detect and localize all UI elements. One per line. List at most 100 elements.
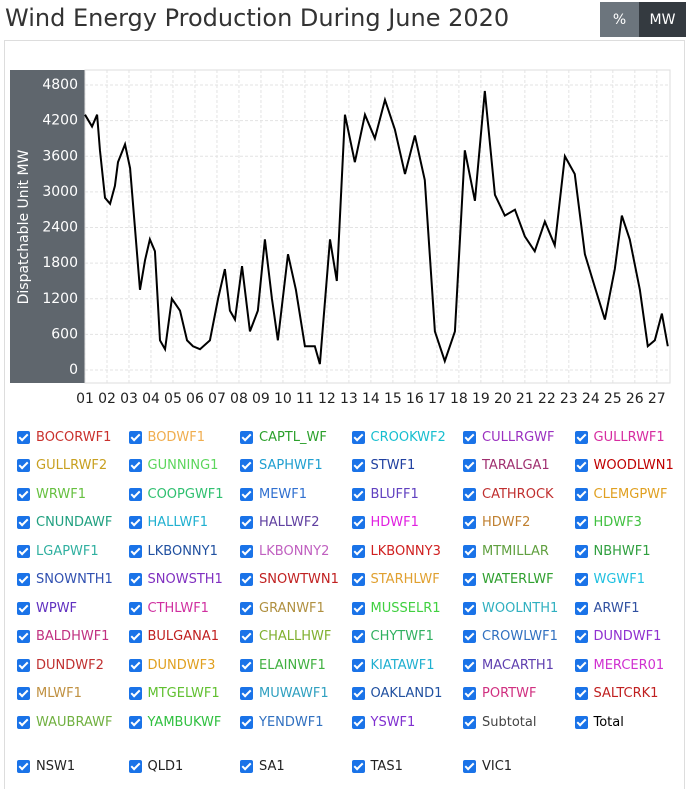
checkbox-item[interactable]: MEWF1 [240,485,307,503]
checkbox-item[interactable]: CROOKWF2 [351,428,446,446]
checkbox-item[interactable]: MLWF1 [17,685,82,703]
checkbox-item[interactable]: YAMBUKWF [128,713,221,731]
checkbox-item[interactable]: BALDHWF1 [17,628,109,646]
checkbox-item[interactable]: LGAPWF1 [17,542,99,560]
checkbox[interactable] [17,573,30,586]
checkbox[interactable] [17,687,30,700]
checkbox-item[interactable]: CROWLWF1 [463,628,558,646]
checkbox-item[interactable]: BOCORWF1 [17,428,111,446]
checkbox-item[interactable]: STARHLWF [351,571,440,589]
checkbox[interactable] [240,516,253,529]
checkbox-item[interactable]: SNOWNTH1 [17,571,113,589]
checkbox-item[interactable]: CLEMGPWF [574,485,668,503]
checkbox[interactable] [351,573,365,586]
checkbox-item[interactable]: CAPTL_WF [240,428,327,446]
checkbox[interactable] [574,459,588,472]
toggle-button[interactable]: MW [639,2,686,37]
checkbox-item[interactable]: NSW1 [17,757,75,775]
checkbox-item[interactable]: MUSSELR1 [351,599,441,617]
checkbox[interactable] [17,516,30,529]
checkbox-item[interactable]: HALLWF1 [128,514,208,532]
checkbox[interactable] [463,459,476,472]
checkbox[interactable] [574,544,588,558]
checkbox[interactable] [128,544,142,558]
checkbox[interactable] [240,487,253,501]
checkbox-item[interactable]: MTGELWF1 [128,685,220,703]
checkbox-item[interactable]: GULLRWF2 [17,457,107,475]
checkbox[interactable] [463,430,476,444]
checkbox[interactable] [463,487,476,501]
checkbox-item[interactable]: CTHLWF1 [128,599,209,617]
checkbox-item[interactable]: LKBONNY1 [128,542,218,560]
checkbox-item[interactable]: CHYTWF1 [351,628,434,646]
checkbox[interactable] [574,516,588,529]
checkbox-item[interactable]: SAPHWF1 [240,457,323,475]
checkbox[interactable] [574,658,588,672]
checkbox-item[interactable]: SNOWTWN1 [240,571,339,589]
checkbox-item[interactable]: MERCER01 [574,656,664,674]
checkbox[interactable] [17,658,30,672]
checkbox-item[interactable]: VIC1 [463,757,512,775]
checkbox-item[interactable]: CULLRGWF [463,428,555,446]
checkbox[interactable] [351,601,365,615]
checkbox-item[interactable]: TAS1 [351,757,403,775]
checkbox-item[interactable]: KIATAWF1 [351,656,434,674]
checkbox-item[interactable]: GUNNING1 [128,457,218,475]
checkbox[interactable] [351,516,365,529]
checkbox-item[interactable]: QLD1 [128,757,183,775]
checkbox-item[interactable]: SA1 [240,757,285,775]
checkbox[interactable] [574,573,588,586]
checkbox-item[interactable]: CNUNDAWF [17,514,112,532]
checkbox-item[interactable]: WOODLWN1 [574,457,674,475]
checkbox-item[interactable]: STWF1 [351,457,415,475]
checkbox[interactable] [463,658,476,672]
checkbox-item[interactable]: CATHROCK [463,485,554,503]
checkbox[interactable] [128,715,142,729]
checkbox-item[interactable]: HDWF3 [574,514,642,532]
checkbox-item[interactable]: MUWAWF1 [240,685,329,703]
checkbox-item[interactable]: WRWF1 [17,485,86,503]
checkbox-item[interactable]: LKBONNY2 [240,542,329,560]
checkbox-item[interactable]: HDWF2 [463,514,530,532]
checkbox[interactable] [128,573,142,586]
checkbox[interactable] [17,487,30,501]
checkbox-item[interactable]: NBHWF1 [574,542,651,560]
checkbox-item[interactable]: OAKLAND1 [351,685,442,703]
checkbox[interactable] [128,687,142,700]
checkbox-item[interactable]: WATERLWF [463,571,554,589]
checkbox-item[interactable]: WOOLNTH1 [463,599,558,617]
checkbox-item[interactable]: YSWF1 [351,713,415,731]
checkbox-item[interactable]: DUNDWF1 [574,628,661,646]
checkbox[interactable] [463,516,476,529]
checkbox-item[interactable]: GULLRWF1 [574,428,665,446]
checkbox-item[interactable]: DUNDWF3 [128,656,215,674]
checkbox[interactable] [17,601,30,615]
checkbox-item[interactable]: PORTWF [463,685,536,703]
checkbox-item[interactable]: WAUBRAWF [17,713,113,731]
checkbox[interactable] [17,430,30,444]
checkbox[interactable] [574,430,588,444]
checkbox[interactable] [128,601,142,615]
checkbox[interactable] [128,459,142,472]
checkbox-item[interactable]: ELAINWF1 [240,656,326,674]
checkbox[interactable] [351,759,365,773]
checkbox[interactable] [128,487,142,501]
checkbox-item[interactable]: HDWF1 [351,514,419,532]
checkbox[interactable] [17,759,30,773]
checkbox[interactable] [351,487,365,501]
checkbox[interactable] [351,715,365,729]
checkbox[interactable] [574,487,588,501]
checkbox[interactable] [463,630,476,643]
checkbox[interactable] [240,658,253,672]
checkbox-item[interactable]: WPWF [17,599,77,617]
checkbox[interactable] [463,544,476,558]
checkbox[interactable] [463,759,476,773]
checkbox-item[interactable]: TARALGA1 [463,457,550,475]
checkbox[interactable] [17,544,30,558]
checkbox[interactable] [351,687,365,700]
checkbox-item[interactable]: ARWF1 [574,599,640,617]
checkbox[interactable] [463,601,476,615]
checkbox[interactable] [240,544,253,558]
checkbox-item[interactable]: SNOWSTH1 [128,571,223,589]
checkbox[interactable] [574,601,588,615]
